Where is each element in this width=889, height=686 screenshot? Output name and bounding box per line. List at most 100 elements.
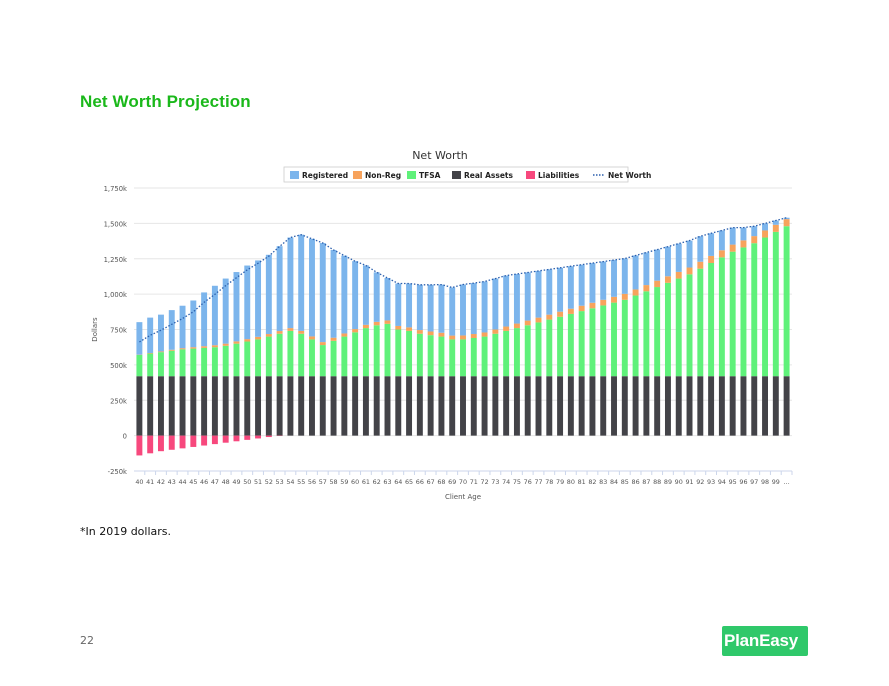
bar-non-reg-99 — [772, 224, 779, 232]
x-tick-label-69: 69 — [448, 478, 456, 486]
x-tick-label-95: 95 — [729, 478, 737, 486]
bar-tfsa-88 — [654, 287, 661, 377]
bar-registered-48 — [222, 278, 229, 344]
bar-registered-45 — [190, 300, 197, 348]
bar-real-assets-94 — [718, 376, 725, 436]
x-tick-label-92: 92 — [696, 478, 704, 486]
bar-real-assets-63 — [384, 376, 391, 436]
bar-real-assets-79 — [557, 376, 564, 436]
x-tick-label-74: 74 — [502, 478, 510, 486]
x-tick-label-66: 66 — [416, 478, 424, 486]
bar-non-reg-74 — [503, 326, 510, 331]
x-tick-label-64: 64 — [394, 478, 402, 486]
x-tick-label-89: 89 — [664, 478, 672, 486]
bar-liabilities-41 — [147, 435, 154, 454]
bar-tfsa-46 — [201, 347, 208, 377]
bar-registered-44 — [179, 305, 186, 349]
bar-liabilities-50 — [244, 435, 251, 440]
bar-non-reg-87 — [643, 285, 650, 292]
x-tick-label-76: 76 — [524, 478, 532, 486]
bar-liabilities-43 — [168, 435, 175, 450]
bar-real-assets-40 — [136, 376, 143, 436]
bar-liabilities-47 — [211, 435, 218, 445]
page-title: Net Worth Projection — [80, 92, 251, 111]
bar-real-assets-61 — [362, 376, 369, 436]
bar-real-assets-41 — [147, 376, 154, 436]
bar-registered-93 — [708, 233, 715, 256]
bar-non-reg-56 — [309, 336, 315, 340]
bar-registered-98 — [762, 223, 768, 231]
bar-registered-62 — [373, 272, 380, 322]
bar-registered-… — [783, 217, 790, 220]
bar-real-assets-57 — [319, 376, 326, 436]
bar-registered-84 — [611, 260, 617, 297]
bar-tfsa-95 — [729, 251, 736, 377]
x-tick-label-42: 42 — [157, 478, 165, 486]
bar-tfsa-63 — [384, 323, 391, 377]
bar-non-reg-… — [783, 219, 790, 227]
bar-liabilities-49 — [233, 435, 240, 442]
x-tick-label-41: 41 — [146, 478, 154, 486]
bar-tfsa-98 — [762, 237, 768, 377]
bar-non-reg-48 — [222, 343, 229, 346]
bar-non-reg-80 — [567, 308, 574, 314]
y-tick-label-6: 1,250k — [104, 256, 127, 264]
bar-tfsa-91 — [686, 274, 693, 377]
bar-tfsa-49 — [233, 343, 240, 377]
bar-real-assets-91 — [686, 376, 693, 436]
bar-registered-70 — [460, 284, 466, 336]
bar-tfsa-43 — [168, 350, 175, 377]
bar-tfsa-85 — [621, 299, 628, 377]
legend-swatch-3 — [452, 171, 461, 179]
x-tick-label-83: 83 — [599, 478, 607, 486]
bar-registered-47 — [211, 285, 218, 346]
x-tick-label-81: 81 — [578, 478, 586, 486]
bar-non-reg-92 — [697, 261, 704, 269]
x-tick-label-71: 71 — [470, 478, 478, 486]
bar-non-reg-85 — [621, 293, 628, 300]
bar-registered-76 — [524, 272, 531, 321]
bar-non-reg-43 — [168, 349, 175, 351]
bar-registered-43 — [168, 310, 175, 350]
bar-registered-89 — [664, 246, 671, 277]
bar-tfsa-50 — [244, 341, 251, 377]
bar-registered-51 — [255, 260, 262, 337]
bar-liabilities-52 — [265, 435, 272, 438]
bar-tfsa-71 — [470, 337, 477, 377]
bar-tfsa-92 — [697, 268, 704, 377]
bar-tfsa-99 — [772, 231, 779, 377]
bar-real-assets-46 — [201, 376, 208, 436]
bar-real-assets-50 — [244, 376, 251, 436]
bar-tfsa-83 — [600, 305, 607, 377]
bar-real-assets-62 — [373, 376, 380, 436]
bar-real-assets-69 — [449, 376, 456, 436]
bar-registered-86 — [632, 255, 639, 290]
bar-liabilities-40 — [136, 435, 143, 456]
bar-registered-69 — [449, 287, 456, 336]
bar-non-reg-86 — [632, 289, 639, 296]
bar-non-reg-97 — [751, 236, 758, 244]
x-tick-label-53: 53 — [276, 478, 284, 486]
bar-non-reg-42 — [158, 351, 164, 353]
bar-tfsa-80 — [567, 313, 574, 377]
legend-label-5: Net Worth — [608, 171, 651, 180]
bar-tfsa-53 — [276, 333, 283, 377]
legend-label-1: Non-Reg — [365, 171, 401, 180]
x-tick-label-46: 46 — [200, 478, 208, 486]
x-tick-label-82: 82 — [588, 478, 596, 486]
bar-tfsa-… — [783, 226, 790, 377]
bar-tfsa-47 — [211, 347, 218, 377]
bar-non-reg-98 — [762, 230, 768, 238]
bar-non-reg-88 — [654, 280, 661, 288]
bar-non-reg-65 — [406, 327, 413, 331]
bar-tfsa-48 — [222, 345, 229, 377]
bar-registered-53 — [276, 246, 283, 332]
bar-tfsa-54 — [287, 330, 294, 377]
bar-tfsa-84 — [611, 302, 617, 377]
bar-tfsa-86 — [632, 295, 639, 377]
bar-non-reg-78 — [546, 314, 553, 320]
x-tick-label-96: 96 — [739, 478, 747, 486]
x-tick-label-50: 50 — [243, 478, 251, 486]
bar-real-assets-83 — [600, 376, 607, 436]
x-tick-label-63: 63 — [383, 478, 391, 486]
